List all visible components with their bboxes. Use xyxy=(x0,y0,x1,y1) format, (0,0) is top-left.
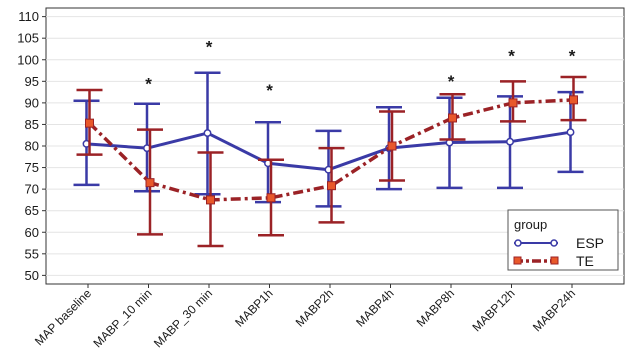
y-tick-label: 70 xyxy=(25,182,39,197)
legend-title: group xyxy=(514,217,547,232)
significance-annotations: * * * * * * xyxy=(145,38,576,100)
y-tick-label: 90 xyxy=(25,95,39,110)
legend-esp-marker-end xyxy=(550,239,558,247)
x-tick-label: MABP8h xyxy=(414,286,457,329)
y-axis: 50 55 60 65 70 75 80 85 90 95 100 105 110 xyxy=(17,9,46,283)
y-tick-label: 105 xyxy=(17,31,39,46)
y-tick-label: 95 xyxy=(25,74,39,89)
significance-marker: * xyxy=(145,74,152,93)
data-point xyxy=(266,193,276,203)
x-tick-label: MABP1h xyxy=(232,286,275,329)
y-tick-label: 65 xyxy=(25,203,39,218)
significance-marker: * xyxy=(206,38,213,57)
y-tick-label: 110 xyxy=(18,9,39,24)
data-point xyxy=(566,128,575,137)
legend-te-label: TE xyxy=(576,253,594,269)
y-tick-label: 60 xyxy=(25,225,39,240)
legend-esp-marker xyxy=(514,239,522,247)
data-point xyxy=(327,181,336,191)
series-te xyxy=(76,75,587,248)
legend-te-marker-end xyxy=(550,256,559,265)
y-tick-label: 80 xyxy=(25,139,39,154)
significance-marker: * xyxy=(569,46,576,65)
significance-marker: * xyxy=(508,46,515,65)
series-line xyxy=(88,98,574,202)
y-tick-label: 50 xyxy=(25,268,39,283)
legend: group ESP TE xyxy=(507,209,619,271)
x-tick-label: MABP2h xyxy=(293,286,336,329)
data-point xyxy=(506,137,514,146)
data-point xyxy=(508,98,518,108)
x-tick-label: MABP12h xyxy=(470,286,518,334)
legend-esp-label: ESP xyxy=(576,235,604,251)
significance-marker: * xyxy=(448,72,455,91)
data-point xyxy=(206,195,215,205)
x-tick-label: MABP_30 min xyxy=(151,286,215,350)
x-tick-label: MABP_10 min xyxy=(90,286,154,350)
significance-marker: * xyxy=(266,81,273,100)
y-tick-label: 55 xyxy=(25,246,39,261)
data-point xyxy=(85,118,94,128)
data-point xyxy=(203,129,212,138)
y-tick-label: 85 xyxy=(25,117,39,132)
data-point xyxy=(569,95,578,105)
x-tick-label: MABP4h xyxy=(353,286,396,329)
data-point xyxy=(145,178,155,188)
y-tick-label: 100 xyxy=(17,52,39,67)
data-point xyxy=(387,141,397,151)
x-tick-label: MABP24h xyxy=(530,286,578,334)
x-tick-label: MAP baseline xyxy=(32,286,94,348)
y-tick-label: 75 xyxy=(25,160,39,175)
legend-te-marker xyxy=(513,256,522,265)
data-point xyxy=(448,113,457,123)
series-group xyxy=(73,71,587,248)
